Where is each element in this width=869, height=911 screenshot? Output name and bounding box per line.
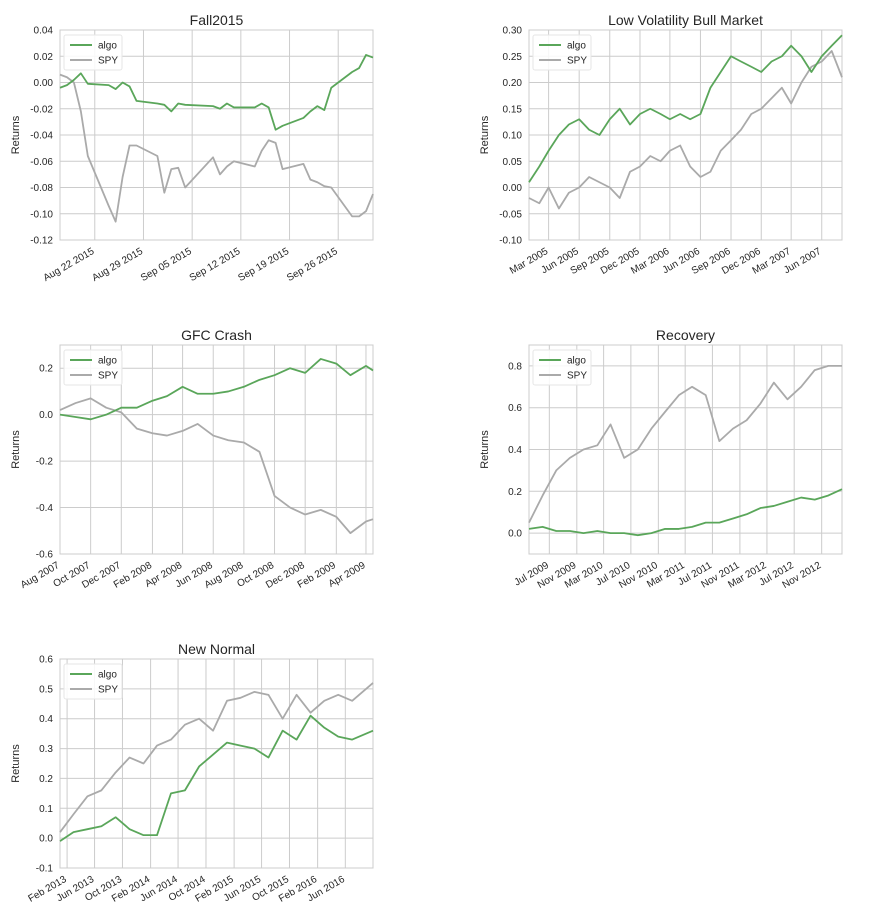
series-line-algo: [528, 34, 843, 183]
y-tick-label: 0.1: [39, 804, 53, 815]
x-tick-label: Aug 29 2015: [90, 246, 145, 284]
legend: algo SPY: [63, 34, 123, 71]
y-tick-label: 0.30: [503, 26, 523, 37]
y-tick-label: -0.05: [499, 209, 522, 220]
y-tick-label: -0.02: [30, 104, 53, 115]
legend-label-algo: algo: [98, 41, 117, 52]
x-tick-label: Sep 05 2015: [139, 246, 194, 284]
y-tick-label: -0.10: [499, 236, 522, 247]
y-tick-label: 0.00: [34, 78, 54, 89]
legend-label-spy: SPY: [98, 371, 118, 382]
legend: algo SPY: [63, 349, 123, 386]
y-axis-label: Returns: [479, 115, 491, 154]
chart-title: Fall2015: [190, 12, 244, 28]
legend: algo SPY: [63, 663, 123, 700]
legend-box: [63, 34, 123, 71]
y-tick-label: -0.10: [30, 209, 53, 220]
x-tick-label: Sep 12 2015: [188, 246, 243, 284]
legend-box: [63, 349, 123, 386]
legend-label-spy: SPY: [98, 56, 118, 67]
y-tick-label: 0.3: [39, 744, 53, 755]
series-line-spy: [59, 73, 374, 223]
y-tick-label: 0.20: [503, 78, 523, 89]
y-tick-label: 0.2: [508, 487, 522, 498]
legend-label-spy: SPY: [98, 685, 118, 696]
x-tick-label: Sep 19 2015: [236, 246, 291, 284]
y-tick-label: 0.05: [503, 157, 523, 168]
series-line-spy: [528, 364, 842, 524]
series-line-algo: [59, 358, 374, 421]
series-line-algo: [59, 54, 374, 131]
y-tick-label: -0.04: [30, 131, 53, 142]
y-tick-label: 0.25: [503, 52, 523, 63]
series-line-algo: [59, 714, 374, 842]
legend-label-spy: SPY: [567, 56, 587, 67]
y-tick-label: 0.6: [508, 403, 522, 414]
y-axis-label: Returns: [10, 430, 22, 469]
y-tick-label: 0.4: [508, 445, 522, 456]
y-tick-label: 0.6: [39, 655, 53, 666]
legend-box: [532, 349, 592, 386]
y-tick-label: 0.5: [39, 684, 53, 695]
y-axis-label: Returns: [10, 115, 22, 154]
y-axis-label: Returns: [10, 744, 22, 783]
y-tick-label: -0.2: [36, 457, 54, 468]
legend-label-algo: algo: [567, 356, 586, 367]
y-axis-label: Returns: [479, 430, 491, 469]
y-tick-label: 0.0: [39, 410, 53, 421]
y-tick-label: 0.2: [39, 774, 53, 785]
series-line-algo: [528, 488, 843, 537]
x-tick-label: Aug 22 2015: [42, 246, 97, 284]
chart-title: Recovery: [656, 327, 715, 343]
legend: algo SPY: [532, 34, 592, 71]
y-tick-label: 0.02: [34, 52, 54, 63]
y-tick-label: -0.1: [36, 864, 54, 875]
y-tick-label: -0.4: [36, 503, 54, 514]
y-tick-label: 0.0: [508, 529, 522, 540]
series-line-spy: [528, 50, 843, 210]
series-line-spy: [59, 397, 374, 534]
chart-title: GFC Crash: [181, 327, 252, 343]
legend-label-algo: algo: [567, 41, 586, 52]
y-tick-label: 0.8: [508, 361, 522, 372]
y-tick-label: -0.08: [30, 183, 53, 194]
y-tick-label: 0.0: [39, 834, 53, 845]
y-tick-label: 0.10: [503, 131, 523, 142]
y-tick-label: 0.2: [39, 364, 53, 375]
legend-box: [532, 34, 592, 71]
y-tick-label: -0.12: [30, 236, 53, 247]
x-tick-label: Sep 26 2015: [285, 246, 340, 284]
legend-label-spy: SPY: [567, 371, 587, 382]
y-tick-label: 0.15: [503, 104, 523, 115]
y-tick-label: -0.06: [30, 157, 53, 168]
legend: algo SPY: [532, 349, 592, 386]
chart-title: New Normal: [178, 641, 255, 657]
y-tick-label: -0.6: [36, 550, 54, 561]
y-tick-label: 0.00: [503, 183, 523, 194]
chart-low_vol_bull: 0.300.250.200.150.100.050.00-0.05-0.10Ma…: [479, 12, 843, 277]
y-tick-label: 0.04: [34, 26, 54, 37]
chart-title: Low Volatility Bull Market: [608, 12, 763, 28]
legend-box: [63, 663, 123, 700]
y-tick-label: 0.4: [39, 714, 53, 725]
legend-label-algo: algo: [98, 670, 117, 681]
series-line-spy: [59, 682, 374, 833]
legend-label-algo: algo: [98, 356, 117, 367]
chart-fall2015: 0.04 0.02 0.00 -0.02 -0.04 -0.06 -0.08 -0.10 -0.…: [10, 12, 374, 284]
